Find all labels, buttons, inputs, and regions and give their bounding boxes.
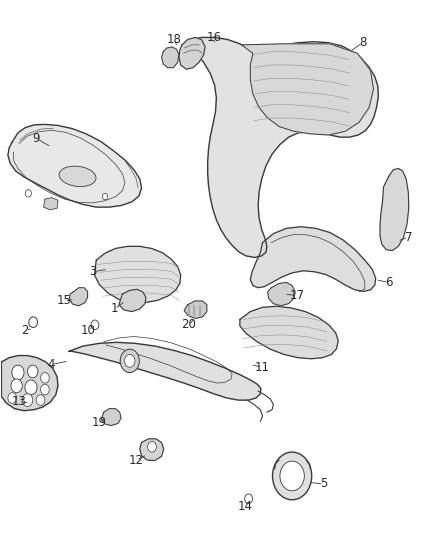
Text: 9: 9: [32, 132, 40, 144]
Text: 2: 2: [21, 324, 29, 337]
Polygon shape: [268, 282, 295, 306]
Circle shape: [41, 384, 49, 395]
Circle shape: [280, 461, 304, 491]
Text: 18: 18: [167, 33, 182, 46]
Polygon shape: [251, 227, 376, 292]
Text: 6: 6: [385, 276, 392, 289]
Text: 16: 16: [206, 31, 221, 44]
Circle shape: [8, 393, 17, 403]
Circle shape: [11, 379, 22, 393]
Polygon shape: [162, 47, 179, 68]
Polygon shape: [179, 37, 205, 69]
Circle shape: [245, 494, 253, 504]
Text: 19: 19: [92, 416, 107, 430]
Polygon shape: [8, 124, 141, 207]
Text: 11: 11: [255, 361, 270, 374]
Polygon shape: [69, 288, 88, 306]
Polygon shape: [240, 306, 338, 359]
Text: 5: 5: [320, 478, 327, 490]
Text: 7: 7: [405, 231, 412, 244]
Text: 12: 12: [129, 454, 144, 466]
Circle shape: [28, 365, 38, 378]
Circle shape: [102, 193, 108, 200]
Circle shape: [29, 317, 38, 327]
Text: 1: 1: [111, 302, 118, 316]
Polygon shape: [119, 289, 146, 312]
Circle shape: [124, 354, 135, 367]
Polygon shape: [102, 409, 121, 425]
Text: 3: 3: [89, 265, 96, 278]
Text: 13: 13: [11, 395, 26, 408]
Circle shape: [22, 394, 33, 407]
Polygon shape: [44, 198, 58, 210]
Polygon shape: [184, 37, 378, 257]
Circle shape: [272, 452, 312, 500]
Polygon shape: [242, 44, 374, 135]
Text: 15: 15: [57, 294, 72, 308]
Text: 14: 14: [237, 499, 253, 513]
Circle shape: [120, 349, 139, 373]
Text: 4: 4: [48, 358, 55, 371]
Polygon shape: [140, 439, 164, 461]
Circle shape: [148, 441, 156, 452]
Circle shape: [25, 380, 37, 395]
Circle shape: [25, 190, 32, 197]
Text: 17: 17: [290, 289, 305, 302]
Polygon shape: [1, 356, 58, 411]
Polygon shape: [184, 301, 207, 318]
Polygon shape: [69, 342, 261, 400]
Circle shape: [91, 320, 99, 329]
Polygon shape: [95, 246, 181, 303]
Circle shape: [12, 365, 24, 380]
Circle shape: [36, 395, 45, 406]
Text: 20: 20: [181, 318, 196, 332]
Text: 10: 10: [81, 324, 96, 337]
Circle shape: [41, 373, 49, 383]
Text: 8: 8: [359, 36, 366, 49]
Polygon shape: [380, 168, 409, 251]
Ellipse shape: [59, 166, 96, 187]
